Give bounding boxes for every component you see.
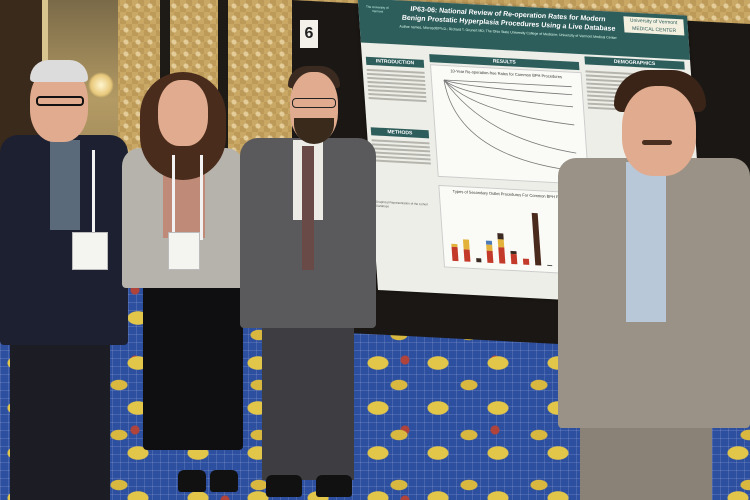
uvm-medical-center-logo: University of Vermont MEDICAL CENTER <box>623 16 685 36</box>
black-skirt <box>143 270 243 450</box>
booth-number-sign: 6 <box>300 20 318 48</box>
name-badge <box>168 232 200 270</box>
grey-hair <box>30 60 88 82</box>
mustache <box>642 140 672 145</box>
section-introduction: INTRODUCTION <box>365 56 425 68</box>
introduction-text <box>366 67 427 104</box>
glasses <box>36 96 84 106</box>
patterned-tie <box>302 146 314 270</box>
research-poster: The University of Vermont IP63-06: Natio… <box>357 0 708 308</box>
face <box>158 80 208 146</box>
survival-curves <box>443 79 578 172</box>
cohort-figure-label: Graphical Representation of the Cohort D… <box>375 199 429 209</box>
section-methods: METHODS <box>370 127 430 139</box>
name-badge <box>72 232 108 270</box>
methods-text <box>371 137 431 166</box>
uvm-logo: The University of Vermont <box>365 4 389 14</box>
survival-line-chart: 10-Year Re-operation-free Rates for Comm… <box>429 64 590 185</box>
face <box>622 86 696 176</box>
glasses <box>292 98 336 108</box>
patterned-tie <box>50 140 80 230</box>
blue-shirt <box>626 162 666 322</box>
wall-sconce-light <box>88 72 114 98</box>
